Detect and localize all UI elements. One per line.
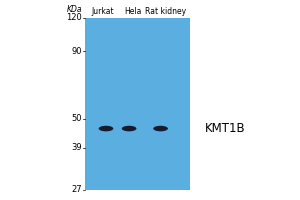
Text: KDa: KDa xyxy=(67,5,83,14)
Text: 39: 39 xyxy=(71,143,82,152)
Bar xyxy=(85,18,190,190)
Text: 120: 120 xyxy=(66,14,82,22)
Text: 90: 90 xyxy=(71,47,82,56)
Text: 27: 27 xyxy=(71,186,82,194)
Text: 50: 50 xyxy=(71,114,82,123)
Text: KMT1B: KMT1B xyxy=(205,122,246,135)
Ellipse shape xyxy=(153,126,168,131)
Ellipse shape xyxy=(99,126,113,131)
Text: Hela: Hela xyxy=(124,7,142,16)
Ellipse shape xyxy=(122,126,136,131)
Text: Jurkat: Jurkat xyxy=(92,7,114,16)
Text: Rat kidney: Rat kidney xyxy=(146,7,187,16)
